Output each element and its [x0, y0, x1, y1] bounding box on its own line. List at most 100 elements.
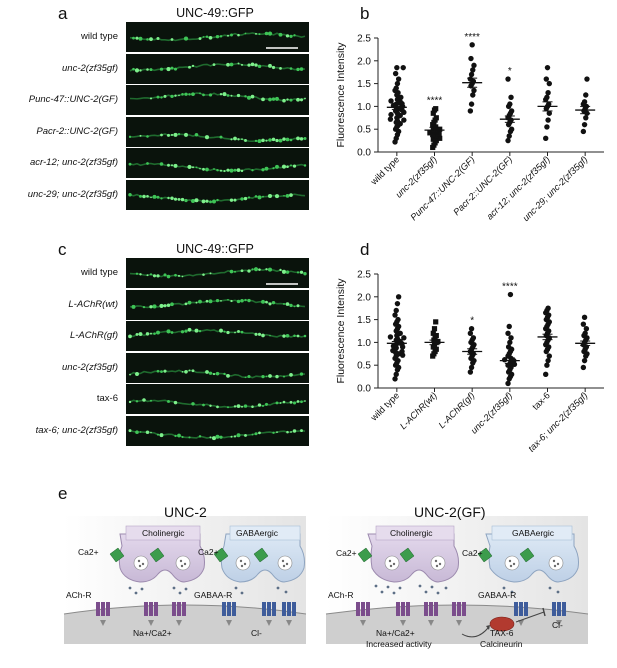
data-point — [505, 344, 512, 350]
data-point — [544, 124, 550, 130]
data-point — [545, 357, 551, 364]
scatter-chart-d: 0.0 0.5 1.0 1.5 2.0 2.5 Fluorescence Intensity… — [335, 270, 604, 454]
na-ca-label-left: Na+/Ca2+ — [133, 628, 172, 638]
micrograph-strip — [126, 384, 309, 414]
data-point — [508, 335, 514, 341]
data-point — [505, 330, 511, 336]
data-point — [581, 314, 588, 321]
y-tick-label: 0.0 — [357, 148, 371, 159]
data-point — [430, 132, 436, 138]
data-point — [399, 348, 405, 355]
x-tick-label: tax-6 — [530, 390, 552, 412]
data-point — [544, 94, 550, 100]
y-tick-label: 0.0 — [357, 384, 371, 395]
data-point — [395, 294, 402, 300]
data-point — [471, 87, 477, 94]
data-point — [468, 71, 475, 78]
data-point — [401, 335, 407, 341]
data-point — [507, 339, 513, 346]
data-point — [393, 371, 399, 378]
data-point — [583, 115, 589, 121]
data-point — [388, 98, 394, 104]
data-point — [433, 128, 439, 135]
x-tick-label: wild type — [368, 154, 401, 187]
data-point — [470, 335, 477, 341]
panel-label-a: a — [58, 4, 68, 23]
data-point — [546, 80, 552, 87]
data-point — [401, 117, 407, 123]
y-tick-label: 1.0 — [357, 102, 371, 113]
micrograph-row-label: unc-2(zf35gf) — [62, 62, 118, 74]
scatter-chart-b: 0.0 0.5 1.0 1.5 2.0 2.5 Fluorescence Intensity… — [335, 32, 604, 223]
data-point — [543, 76, 549, 82]
cholinergic-label-right: Cholinergic — [390, 528, 433, 538]
data-point — [433, 133, 439, 139]
data-point — [388, 111, 394, 118]
micrograph-row-label: tax-6 — [96, 393, 118, 404]
data-point — [584, 76, 590, 82]
micrograph-strip — [126, 258, 309, 288]
micrograph-title-a: UNC-49::GFP — [176, 6, 254, 20]
data-point — [505, 76, 511, 82]
data-point — [430, 330, 436, 336]
data-point — [545, 305, 551, 311]
micrograph-row-label: wild type — [81, 267, 118, 278]
micrograph-row-label: Punc-47::UNC-2(GF) — [28, 94, 118, 105]
data-point — [545, 90, 551, 96]
achr-label-left: ACh-R — [66, 590, 92, 600]
data-point — [470, 92, 476, 98]
data-point — [508, 126, 515, 132]
x-tick-label: L-AChR(wt) — [398, 390, 439, 431]
micrograph-strip — [126, 289, 309, 320]
unc2-gf-scene — [325, 516, 589, 644]
synapse-diagram — [63, 516, 589, 644]
data-point — [507, 291, 514, 298]
data-point — [394, 64, 400, 71]
y-tick-label: 2.0 — [357, 292, 371, 303]
data-point — [470, 67, 476, 73]
data-point — [397, 330, 403, 336]
data-point — [469, 42, 475, 48]
data-point — [394, 80, 401, 87]
micrograph-strip — [126, 321, 309, 351]
data-point — [583, 326, 590, 332]
y-axis-label: Fluorescence Intensity — [335, 42, 347, 148]
data-point — [468, 326, 475, 332]
data-point — [580, 364, 587, 371]
tax6-label: TAX-6 — [490, 628, 514, 638]
data-point — [468, 364, 475, 371]
data-point — [400, 64, 406, 71]
data-point — [471, 62, 477, 69]
ca-label-left: Ca2+ — [78, 547, 99, 557]
micrograph-row-label: Pacr-2::UNC-2(GF) — [36, 125, 118, 137]
tax6-calcineurin-shape — [489, 616, 515, 632]
y-tick-label: 1.0 — [357, 338, 371, 349]
y-tick-label: 0.5 — [357, 125, 371, 136]
data-point — [467, 108, 474, 114]
micrograph-row-label: L-AChR(gf) — [69, 330, 118, 341]
data-point — [433, 346, 439, 352]
data-point — [437, 135, 443, 141]
data-point — [393, 85, 399, 91]
micrograph-strip — [126, 116, 309, 147]
micrograph-strip — [126, 22, 309, 52]
data-point — [430, 136, 436, 142]
data-point — [581, 121, 588, 128]
panel-label-c: c — [58, 240, 67, 259]
data-point — [543, 135, 549, 142]
data-point — [581, 99, 588, 105]
gabaar-label-left: GABAA-R — [194, 590, 233, 600]
data-point — [506, 133, 512, 139]
calcineurin-label: Calcineurin — [480, 639, 523, 649]
micrograph-row-label: wild type — [81, 31, 118, 42]
data-point — [543, 371, 549, 378]
na-ca-label-right: Na+/Ca2+ — [376, 628, 415, 638]
y-tick-label: 2.5 — [357, 270, 371, 281]
data-point — [433, 115, 439, 121]
data-point — [436, 131, 442, 137]
significance-marker: **** — [427, 96, 443, 107]
y-tick-label: 1.5 — [357, 79, 371, 90]
data-point — [546, 353, 552, 359]
gabaar-label-right: GABAA-R — [478, 590, 517, 600]
unc2-wildtype-scene — [63, 516, 307, 644]
